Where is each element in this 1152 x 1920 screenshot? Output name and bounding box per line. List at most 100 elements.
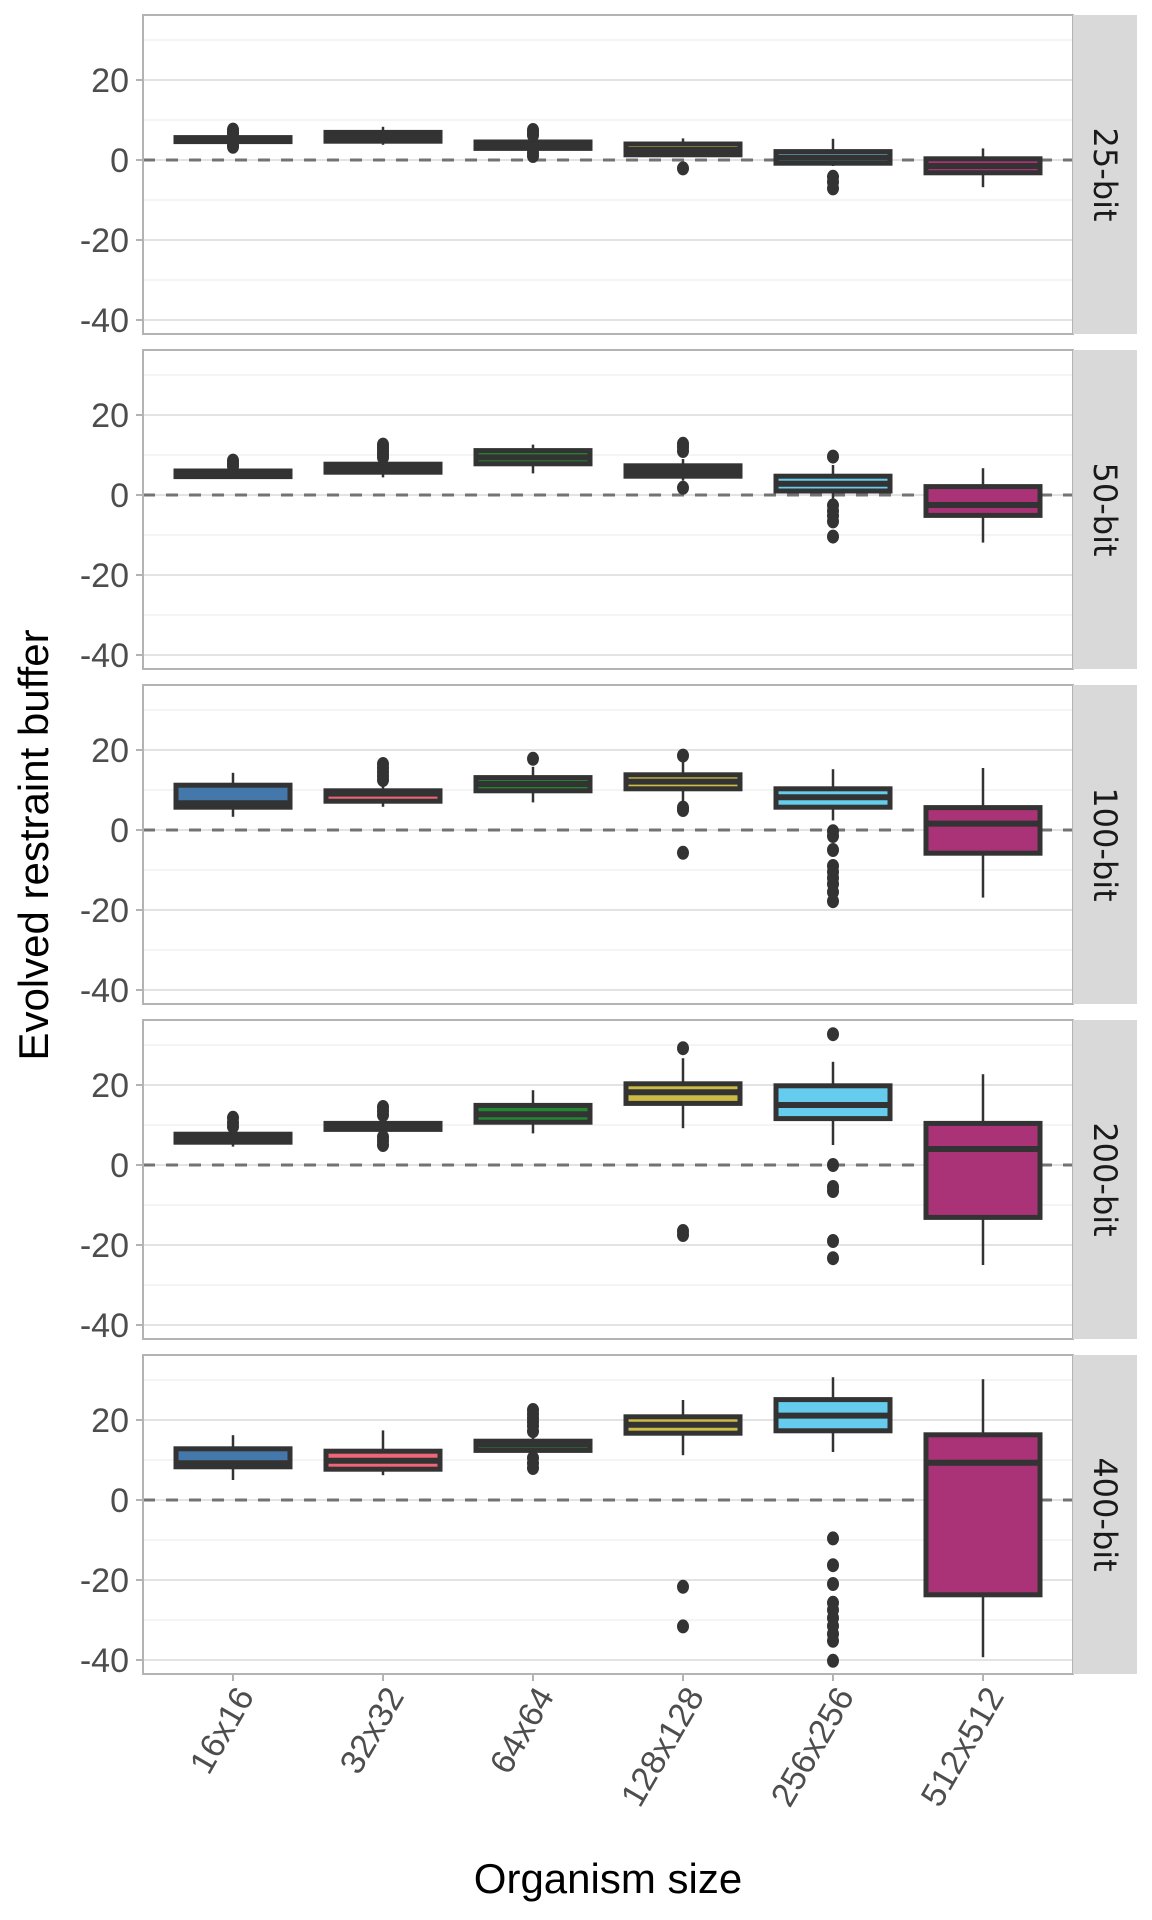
box-128x128 [623, 436, 743, 495]
outlier-point [677, 803, 689, 817]
y-tick-label: 0 [110, 142, 129, 180]
box-128x128 [623, 748, 743, 860]
box-256x256 [773, 138, 893, 196]
box-64x64 [473, 444, 593, 474]
facet-strip [1073, 1020, 1137, 1339]
box-512x512 [923, 148, 1043, 188]
box-256x256 [773, 769, 893, 909]
outlier-point [827, 894, 839, 909]
x-tick-label: 16x16 [183, 1681, 262, 1780]
y-tick-label: 20 [91, 62, 129, 100]
x-tick-label: 32x32 [333, 1681, 412, 1780]
x-axis-title: Organism size [474, 1855, 742, 1902]
facet-strip-label: 50-bit [1086, 462, 1124, 556]
y-tick-label: 20 [91, 397, 129, 435]
outlier-point [827, 1251, 839, 1266]
facet-panels: 20 0 -20 -40 25-bit 20 0 -20 -40 50-bit 20 0 -20 -40 1… [80, 14, 1137, 1680]
outlier-point [677, 1228, 689, 1242]
x-axis: 16x16 32x32 64x64 128x128 256x256 512x512 [183, 1674, 1012, 1813]
outlier-point [827, 843, 839, 857]
facet-strip-label: 200-bit [1086, 1122, 1124, 1236]
outlier-point [827, 1653, 839, 1668]
box-64x64 [473, 1403, 593, 1475]
facet-strip [1073, 1355, 1137, 1674]
y-tick-label: 20 [91, 1402, 129, 1440]
box-16x16 [173, 772, 293, 817]
box-256x256 [773, 449, 893, 544]
y-tick-label: 0 [110, 812, 129, 850]
iqr-box [923, 1120, 1043, 1220]
y-tick-label: 0 [110, 1482, 129, 1520]
box-256x256 [773, 1377, 893, 1668]
box-64x64 [473, 1090, 593, 1134]
box-16x16 [173, 1435, 293, 1480]
facet-strip-label: 100-bit [1086, 787, 1124, 901]
outlier-point [827, 514, 839, 529]
box-16x16 [173, 122, 293, 154]
y-tick-label: 20 [91, 1067, 129, 1105]
box-128x128 [623, 1041, 743, 1242]
outlier-point [827, 1234, 839, 1248]
facet-strip [1073, 685, 1137, 1004]
facet-panel-200-bit: 20 0 -20 -40 200-bit [80, 1019, 1137, 1345]
panel-background [143, 15, 1073, 334]
y-tick-label: -40 [80, 1642, 129, 1680]
iqr-box [923, 1432, 1043, 1598]
box-32x32 [323, 437, 443, 478]
outlier-point [827, 529, 839, 544]
facet-panel-50-bit: 20 0 -20 -40 50-bit [80, 349, 1137, 675]
y-tick-label: 20 [91, 732, 129, 770]
panel-background [143, 1355, 1073, 1674]
facet-panel-100-bit: 20 0 -20 -40 100-bit [80, 684, 1137, 1010]
x-tick-label: 512x512 [914, 1681, 1012, 1813]
iqr-box [923, 484, 1043, 518]
y-tick-label: -20 [80, 1227, 129, 1265]
outlier-point [827, 1158, 839, 1172]
y-tick-label: 0 [110, 477, 129, 515]
outlier-point [827, 181, 839, 196]
box-16x16 [173, 1110, 293, 1147]
facet-panel-25-bit: 20 0 -20 -40 25-bit [80, 14, 1137, 340]
outlier-point [527, 751, 539, 766]
outlier-point [227, 139, 239, 154]
y-tick-label: -20 [80, 222, 129, 260]
facet-strip-label: 25-bit [1086, 127, 1124, 221]
outlier-point [527, 128, 539, 143]
y-axis-title: Evolved restraint buffer [10, 629, 57, 1060]
outlier-point [677, 748, 689, 763]
outlier-point [527, 1424, 539, 1439]
outlier-point [827, 1027, 839, 1042]
box-128x128 [623, 1400, 743, 1634]
box-512x512 [923, 768, 1043, 898]
box-512x512 [923, 468, 1043, 543]
facet-strip-label: 400-bit [1086, 1457, 1124, 1571]
outlier-point [677, 1619, 689, 1634]
outlier-point [227, 126, 239, 141]
x-tick-label: 128x128 [614, 1681, 712, 1813]
box-512x512 [923, 1074, 1043, 1265]
box-512x512 [923, 1379, 1043, 1658]
x-tick-label: 256x256 [764, 1681, 862, 1813]
outlier-point [227, 1119, 239, 1134]
box-16x16 [173, 453, 293, 480]
box-128x128 [623, 138, 743, 176]
y-tick-label: -20 [80, 1562, 129, 1600]
outlier-point [377, 773, 389, 787]
panel-background [143, 350, 1073, 669]
outlier-point [677, 1041, 689, 1056]
outlier-point [677, 161, 689, 176]
outlier-point [827, 1184, 839, 1198]
facet-strip [1073, 350, 1137, 669]
panel-background [143, 685, 1073, 1004]
outlier-point [227, 459, 239, 474]
outlier-point [677, 444, 689, 458]
box-32x32 [323, 126, 443, 145]
box-32x32 [323, 757, 443, 807]
outlier-point [827, 1577, 839, 1591]
outlier-point [377, 1108, 389, 1122]
outlier-point [527, 149, 539, 163]
outlier-point [377, 1138, 389, 1152]
y-tick-label: 0 [110, 1147, 129, 1185]
panel-background [143, 1020, 1073, 1339]
